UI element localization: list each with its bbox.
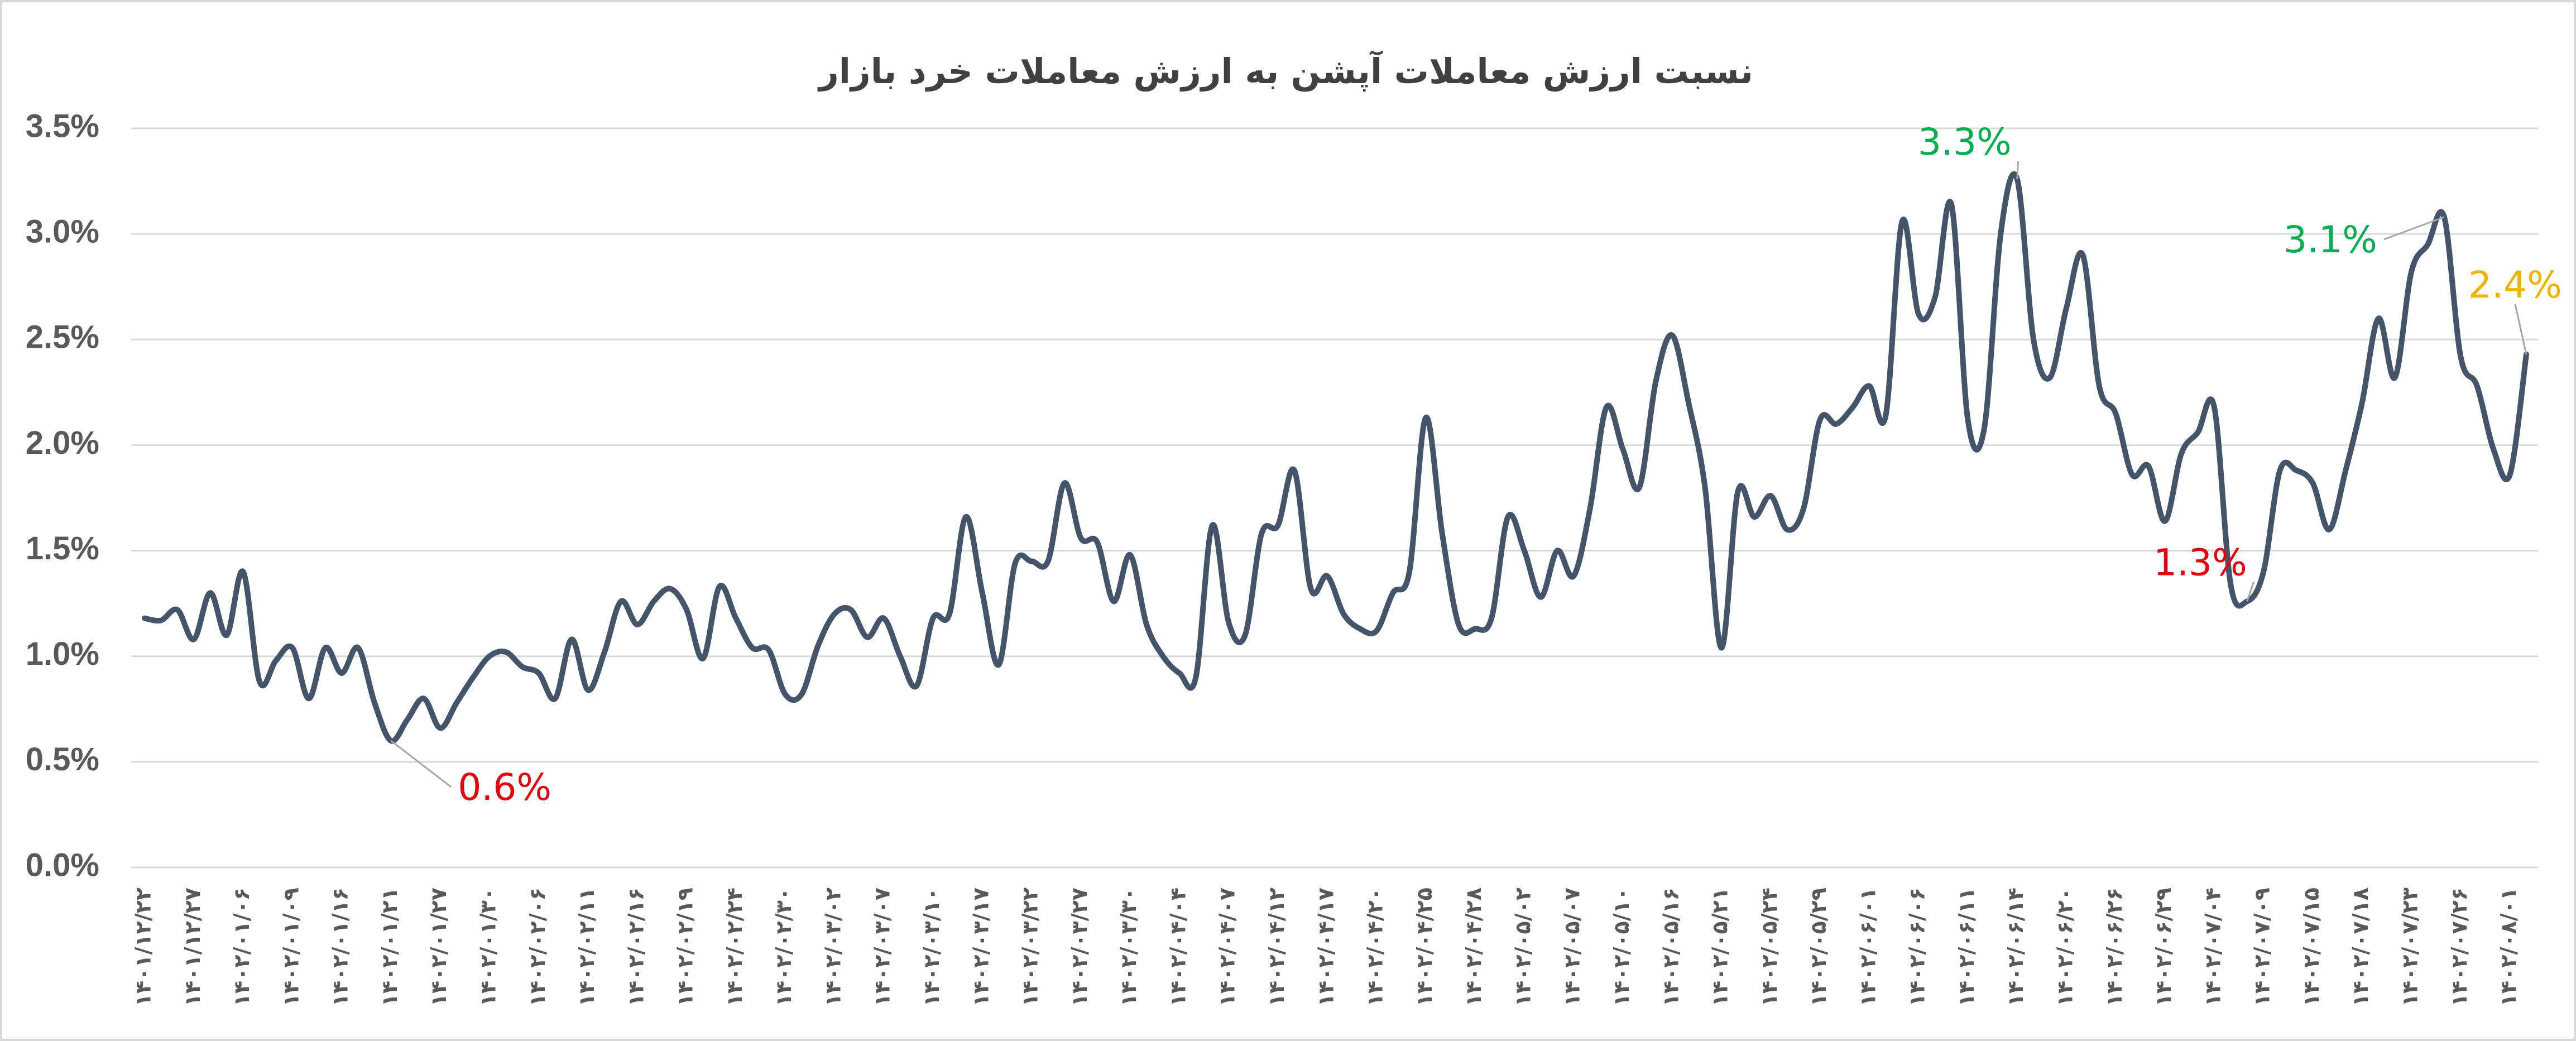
x-tick-label: ۱۴۰۲/۰۲/۲۴ — [722, 888, 747, 1006]
x-tick-label: ۱۴۰۲/۰۳/۱۷ — [968, 888, 993, 1006]
x-tick-label: ۱۴۰۲/۰۷/۲۳ — [2398, 888, 2423, 1006]
leader-line — [390, 740, 452, 788]
x-tick-label: ۱۴۰۲/۰۵/۲۱ — [1708, 888, 1733, 1006]
x-tick-label: ۱۴۰۲/۰۳/۰۷ — [870, 888, 895, 1006]
x-tick-label: ۱۴۰۲/۰۳/۱۰ — [919, 888, 944, 1006]
x-tick-label: ۱۴۰۲/۰۷/۰۹ — [2250, 888, 2275, 1006]
x-tick-label: ۱۴۰۲/۰۶/۱۴ — [2003, 888, 2028, 1006]
x-tick-label: ۱۴۰۲/۰۶/۲۹ — [2151, 888, 2176, 1006]
x-tick-label: ۱۴۰۲/۰۴/۰۷ — [1215, 888, 1240, 1006]
y-tick-label: 3.5% — [26, 108, 99, 144]
x-tick-label: ۱۴۰۲/۰۷/۰۴ — [2200, 888, 2225, 1006]
x-tick-label: ۱۴۰۲/۰۵/۰۷ — [1560, 888, 1585, 1006]
y-tick-label: 2.5% — [26, 319, 99, 356]
x-tick-label: ۱۴۰۲/۰۴/۲۵ — [1412, 888, 1437, 1006]
x-tick-label: ۱۴۰۲/۰۸/۰۱ — [2496, 888, 2521, 1006]
x-tick-label: ۱۴۰۲/۰۳/۰۲ — [821, 888, 845, 1006]
x-tick-label: ۱۴۰۲/۰۵/۲۴ — [1757, 888, 1782, 1006]
leader-line — [2016, 161, 2019, 179]
x-tick-label: ۱۴۰۲/۰۴/۱۲ — [1264, 888, 1289, 1006]
x-tick-label: ۱۴۰۲/۰۵/۰۲ — [1510, 888, 1535, 1006]
x-tick-label: ۱۴۰۲/۰۱/۲۱ — [377, 888, 402, 1006]
x-tick-label: ۱۴۰۲/۰۵/۲۹ — [1806, 888, 1831, 1006]
x-tick-label: ۱۴۰۲/۰۶/۰۶ — [1905, 888, 1930, 1006]
x-tick-label: ۱۴۰۲/۰۵/۱۶ — [1658, 888, 1683, 1006]
x-tick-label: ۱۴۰۲/۰۷/۱۵ — [2299, 888, 2324, 1006]
x-tick-label: ۱۴۰۲/۰۴/۰۴ — [1165, 888, 1190, 1006]
x-tick-label: ۱۴۰۲/۰۲/۳۰ — [771, 888, 796, 1006]
x-tick-label: ۱۴۰۲/۰۴/۱۷ — [1313, 888, 1338, 1006]
x-tick-label: ۱۴۰۲/۰۲/۱۹ — [673, 888, 698, 1006]
value-label: 0.6% — [458, 766, 551, 809]
x-tick-label: ۱۴۰۲/۰۱/۳۰ — [476, 888, 500, 1006]
y-tick-label: 3.0% — [26, 213, 99, 250]
leader-line — [2383, 216, 2445, 241]
y-tick-label: 0.0% — [26, 847, 99, 883]
x-tick-label: ۱۴۰۲/۰۶/۲۶ — [2102, 888, 2127, 1006]
value-label: 1.3% — [2153, 541, 2247, 584]
x-tick-label: ۱۴۰۲/۰۶/۰۱ — [1855, 888, 1880, 1006]
x-tick-label: ۱۴۰۲/۰۳/۲۲ — [1018, 888, 1043, 1006]
y-tick-label: 2.0% — [26, 425, 99, 461]
value-label: 3.3% — [1918, 121, 2012, 164]
leader-line — [2246, 581, 2255, 602]
x-tick-label: ۱۴۰۱/۱۲/۲۲ — [131, 888, 156, 1006]
y-tick-label: 1.0% — [26, 636, 99, 672]
x-tick-label: ۱۴۰۲/۰۷/۲۶ — [2447, 888, 2472, 1006]
x-tick-label: ۱۴۰۲/۰۲/۱۱ — [574, 888, 599, 1006]
x-tick-label: ۱۴۰۲/۰۲/۱۶ — [623, 888, 648, 1006]
x-tick-label: ۱۴۰۱/۱۲/۲۷ — [180, 888, 205, 1006]
x-tick-label: ۱۴۰۲/۰۶/۱۱ — [1954, 888, 1979, 1006]
x-tick-label: ۱۴۰۲/۰۱/۰۹ — [279, 888, 303, 1006]
x-tick-label: ۱۴۰۲/۰۱/۰۶ — [229, 888, 254, 1006]
x-tick-label: ۱۴۰۲/۰۱/۲۷ — [426, 888, 451, 1006]
x-tick-label: ۱۴۰۲/۰۲/۰۶ — [525, 888, 550, 1006]
chart-title: نسبت ارزش معاملات آپشن به ارزش معاملات خ… — [817, 50, 1753, 92]
y-tick-label: 0.5% — [26, 741, 99, 778]
x-tick-label: ۱۴۰۲/۰۳/۳۰ — [1116, 888, 1141, 1006]
x-tick-label: ۱۴۰۲/۰۴/۲۸ — [1461, 888, 1486, 1006]
value-label: 2.4% — [2468, 263, 2562, 306]
value-label: 3.1% — [2284, 218, 2377, 261]
data-line — [142, 171, 2529, 744]
x-tick-label: ۱۴۰۲/۰۷/۱۸ — [2348, 888, 2373, 1006]
x-tick-label: ۱۴۰۲/۰۳/۲۷ — [1067, 888, 1092, 1006]
x-tick-label: ۱۴۰۲/۰۶/۲۰ — [2053, 888, 2078, 1006]
y-tick-label: 1.5% — [26, 530, 99, 567]
x-tick-label: ۱۴۰۲/۰۵/۱۰ — [1609, 888, 1634, 1006]
leader-line — [2514, 304, 2527, 355]
x-tick-label: ۱۴۰۲/۰۱/۱۶ — [328, 888, 353, 1006]
x-tick-label: ۱۴۰۲/۰۴/۲۰ — [1363, 888, 1388, 1006]
